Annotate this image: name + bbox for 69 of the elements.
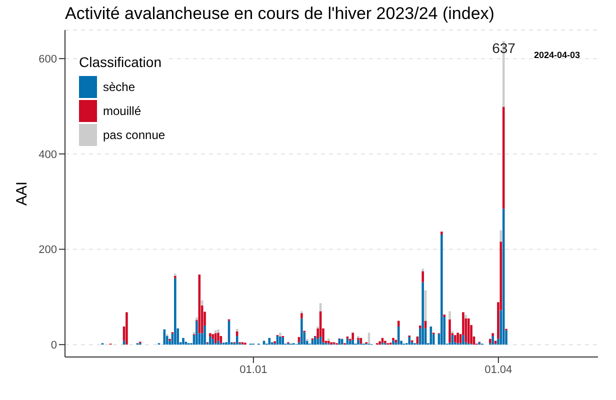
annotation: 2024-04-03	[534, 50, 580, 60]
bar	[182, 338, 184, 345]
bar	[270, 342, 274, 345]
bar	[440, 234, 443, 345]
bar	[464, 315, 468, 318]
x-tick-label: 01.01	[240, 364, 268, 376]
bar	[338, 338, 341, 345]
legend-label: sèche	[103, 80, 136, 94]
bar	[357, 340, 360, 345]
y-tick-label: 400	[38, 148, 57, 161]
bar	[327, 340, 330, 344]
legend-label: pas connue	[103, 128, 166, 142]
bar	[217, 329, 220, 333]
bar	[349, 340, 352, 345]
bar	[126, 312, 128, 345]
bar	[352, 332, 354, 340]
bar	[418, 326, 422, 328]
y-tick-label: 0	[50, 340, 57, 352]
bar	[279, 336, 282, 345]
bar	[174, 276, 176, 278]
bar	[236, 328, 238, 332]
bar	[500, 230, 502, 242]
bar	[392, 340, 394, 345]
annotation: 637	[492, 40, 516, 56]
bar	[204, 326, 206, 345]
bar	[316, 338, 319, 345]
bar	[352, 340, 354, 345]
bar	[492, 336, 494, 345]
bar	[378, 341, 381, 345]
legend-label: mouillé	[103, 104, 142, 118]
bar	[217, 340, 220, 345]
y-axis-title: AAI	[13, 181, 30, 206]
y-tick-label: 600	[38, 54, 57, 66]
bar	[422, 282, 424, 345]
legend-title: Classification	[79, 54, 162, 70]
bar	[314, 336, 316, 345]
y-tick-label: 200	[38, 244, 57, 256]
bar	[282, 337, 284, 345]
bar	[478, 342, 480, 345]
x-tick-label: 01.04	[484, 364, 512, 376]
bar	[212, 338, 214, 345]
bar	[174, 278, 176, 345]
bar	[384, 340, 386, 344]
bar	[209, 336, 212, 345]
bar	[456, 332, 459, 344]
bar	[327, 338, 330, 341]
bar	[196, 317, 198, 320]
bar	[268, 338, 271, 345]
bar	[422, 268, 424, 272]
bar	[196, 320, 198, 345]
bar	[300, 318, 303, 345]
bar	[392, 338, 394, 340]
bar	[217, 332, 220, 341]
bar	[279, 332, 282, 337]
bar	[209, 333, 212, 337]
bar	[492, 333, 494, 336]
bar	[462, 335, 464, 345]
bar	[448, 319, 451, 343]
bar	[184, 342, 188, 345]
bar	[300, 313, 303, 318]
chart-title: Activité avalancheuse en cours de l'hiver 2023/24 (index)	[65, 4, 494, 24]
bar	[448, 311, 451, 320]
bar	[488, 338, 492, 344]
bar	[212, 334, 214, 339]
bar	[422, 271, 424, 282]
bar	[454, 335, 456, 342]
bar	[408, 336, 411, 345]
bar	[192, 332, 196, 334]
bar	[440, 232, 443, 234]
